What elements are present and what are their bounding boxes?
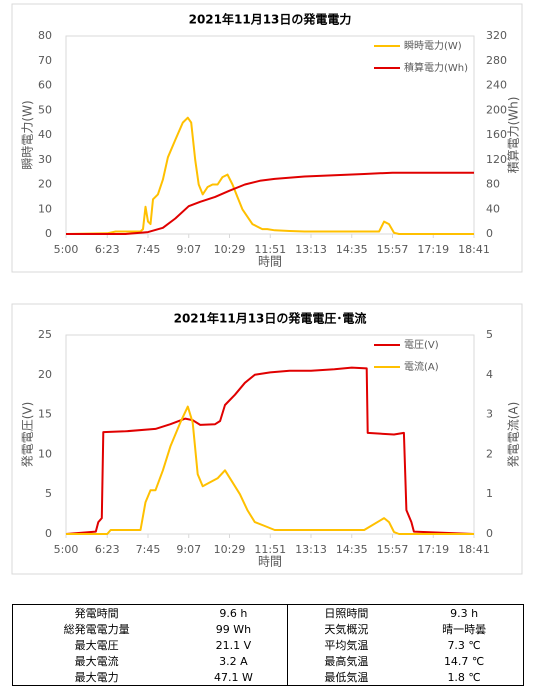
- x-axis-label: 時間: [258, 555, 282, 569]
- y2-tick-label: 0: [486, 527, 493, 540]
- y-tick-label: 5: [45, 487, 52, 500]
- chart-title: 2021年11月13日の発電電圧･電流: [174, 311, 367, 326]
- x-tick-label: 14:35: [336, 243, 368, 256]
- y2-axis-label: 積算電力(Wh): [506, 97, 521, 174]
- y-tick-label: 10: [38, 202, 52, 215]
- table-row: 最大電圧 21.1 V 平均気温 7.3 ℃: [12, 637, 525, 653]
- summary-table: 発電時間 9.6 h 日照時間 9.3 h 総発電電力量 99 Wh 天気概況 晴一時曇 最大電…: [12, 604, 525, 686]
- table-row: 最大電力 47.1 W 最低気温 1.8 ℃: [12, 669, 525, 686]
- x-tick-label: 17:19: [417, 543, 449, 556]
- y2-tick-label: 120: [486, 153, 507, 166]
- series-line: [65, 366, 475, 535]
- y2-tick-label: 4: [486, 368, 493, 381]
- x-tick-label: 10:29: [214, 543, 246, 556]
- series-line: [66, 171, 474, 235]
- y-axis-label: 発電電圧(V): [21, 402, 35, 468]
- table-key: 総発電電力量: [12, 621, 181, 637]
- legend-label: 電流(A): [404, 360, 439, 373]
- x-tick-label: 15:57: [377, 543, 409, 556]
- x-tick-label: 6:23: [95, 543, 120, 556]
- y-tick-label: 50: [38, 103, 52, 116]
- table-value: 99 Wh: [180, 621, 288, 637]
- y-axis-label: 瞬時電力(W): [21, 100, 35, 169]
- table-value: 21.1 V: [180, 637, 288, 653]
- table-key: 最低気温: [286, 669, 406, 686]
- y2-tick-label: 2: [486, 447, 493, 460]
- table-key: 最大電圧: [12, 637, 181, 653]
- x-tick-label: 13:13: [295, 243, 327, 256]
- table-row: 最大電流 3.2 A 最高気温 14.7 ℃: [12, 653, 525, 669]
- y-tick-label: 60: [38, 79, 52, 92]
- y-tick-label: 0: [45, 527, 52, 540]
- table-value: 14.7 ℃: [405, 653, 525, 669]
- x-tick-label: 15:57: [377, 243, 409, 256]
- y-tick-label: 20: [38, 178, 52, 191]
- y-tick-label: 0: [45, 227, 52, 240]
- y-tick-label: 70: [38, 54, 52, 67]
- table-key: 日照時間: [286, 604, 406, 621]
- charts: 2021年11月13日の発電電力010203040506070800408012…: [11, 3, 523, 575]
- x-tick-label: 13:13: [295, 543, 327, 556]
- x-tick-label: 14:35: [336, 543, 368, 556]
- y2-tick-label: 0: [486, 227, 493, 240]
- x-tick-label: 18:41: [458, 243, 490, 256]
- table-value: 晴一時曇: [405, 621, 525, 637]
- table-value: 47.1 W: [180, 669, 288, 686]
- table-key: 最大電力: [12, 669, 181, 686]
- x-tick-label: 5:00: [54, 543, 79, 556]
- table-key: 最高気温: [286, 653, 406, 669]
- y-tick-label: 30: [38, 153, 52, 166]
- table-value: 7.3 ℃: [405, 637, 525, 653]
- table-key: 最大電流: [12, 653, 181, 669]
- y2-tick-label: 160: [486, 128, 507, 141]
- table-row: 発電時間 9.6 h 日照時間 9.3 h: [12, 604, 525, 621]
- chart-frame: [11, 3, 523, 273]
- y-tick-label: 10: [38, 447, 52, 460]
- y2-tick-label: 280: [486, 54, 507, 67]
- legend-label: 瞬時電力(W): [404, 39, 462, 52]
- y-tick-label: 20: [38, 368, 52, 381]
- x-tick-label: 6:23: [95, 243, 120, 256]
- x-axis-label: 時間: [258, 255, 282, 269]
- table-value: 3.2 A: [180, 653, 288, 669]
- y2-tick-label: 240: [486, 79, 507, 92]
- y2-tick-label: 320: [486, 29, 507, 42]
- table-key: 発電時間: [12, 604, 181, 621]
- table-value: 1.8 ℃: [405, 669, 525, 686]
- y2-tick-label: 3: [486, 408, 493, 421]
- y2-tick-label: 5: [486, 328, 493, 341]
- series-line: [66, 405, 474, 535]
- x-tick-label: 7:45: [136, 543, 161, 556]
- x-tick-label: 17:19: [417, 243, 449, 256]
- y-tick-label: 40: [38, 128, 52, 141]
- x-tick-label: 18:41: [458, 543, 490, 556]
- x-tick-label: 11:51: [254, 543, 286, 556]
- x-tick-label: 9:07: [176, 243, 201, 256]
- y2-axis-label: 発電電流(A): [507, 402, 521, 468]
- y2-tick-label: 1: [486, 487, 493, 500]
- x-tick-label: 5:00: [54, 243, 79, 256]
- series-line: [65, 116, 474, 235]
- y-tick-label: 15: [38, 408, 52, 421]
- table-row: 総発電電力量 99 Wh 天気概況 晴一時曇: [12, 621, 525, 637]
- table-value: 9.6 h: [180, 604, 288, 621]
- table-key: 平均気温: [286, 637, 406, 653]
- chart-title: 2021年11月13日の発電電力: [189, 12, 352, 27]
- x-tick-label: 9:07: [176, 543, 201, 556]
- x-tick-label: 7:45: [136, 243, 161, 256]
- y2-tick-label: 80: [486, 178, 500, 191]
- y2-tick-label: 200: [486, 103, 507, 116]
- x-tick-label: 11:51: [254, 243, 286, 256]
- legend-label: 電圧(V): [404, 339, 439, 351]
- y-tick-label: 25: [38, 328, 52, 341]
- table-value: 9.3 h: [405, 604, 525, 621]
- y2-tick-label: 40: [486, 202, 500, 215]
- y-tick-label: 80: [38, 29, 52, 42]
- table-key: 天気概況: [286, 621, 406, 637]
- x-tick-label: 10:29: [214, 243, 246, 256]
- legend-label: 積算電力(Wh): [404, 61, 468, 74]
